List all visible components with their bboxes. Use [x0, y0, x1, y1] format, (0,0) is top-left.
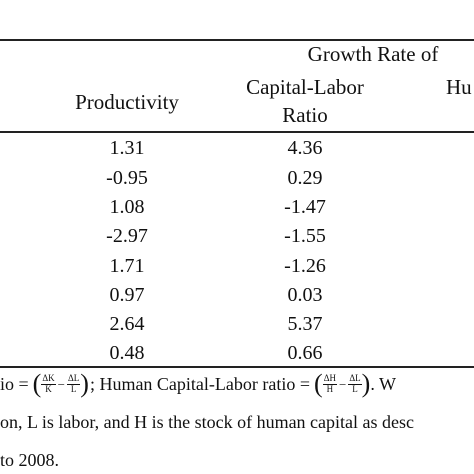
left-paren: (	[32, 369, 42, 398]
cell-productivity: -2.97	[106, 225, 148, 247]
right-paren: )	[80, 369, 89, 398]
minus-sign: −	[57, 376, 65, 392]
note-suffix: . W	[370, 374, 396, 394]
cell-capital-labor: -1.26	[284, 255, 326, 277]
capital-labor-formula: ( ΔK K − ΔL L )	[33, 371, 89, 397]
cell-capital-labor: 0.66	[287, 342, 323, 364]
cell-productivity: 1.71	[109, 255, 145, 277]
bottom-rule	[0, 366, 474, 368]
cell-productivity: 0.97	[109, 284, 145, 306]
fraction: ΔH H	[322, 373, 337, 394]
cell-capital-labor: 0.29	[287, 167, 323, 189]
note-line-2: on, L is labor, and H is the stock of hu…	[0, 412, 415, 432]
header-capital-labor-line2: Ratio	[282, 103, 328, 127]
minus-sign: −	[339, 376, 347, 392]
human-capital-labor-formula: ( ΔH H − ΔL L )	[314, 371, 370, 397]
cell-productivity: 0.48	[109, 342, 145, 364]
cell-productivity: 2.64	[109, 313, 145, 335]
header-human-capital-partial: Hu	[446, 75, 472, 99]
cell-capital-labor: 4.36	[287, 137, 323, 159]
cell-productivity: 1.31	[109, 137, 145, 159]
note-line-1: io = ( ΔK K − ΔL L ) ; Human Capital-Labor…	[0, 370, 396, 398]
top-rule	[0, 39, 474, 41]
cell-capital-labor: 5.37	[287, 313, 323, 335]
note-middle: ; Human Capital-Labor ratio =	[89, 374, 311, 394]
cell-capital-labor: -1.55	[284, 225, 326, 247]
right-paren: )	[361, 369, 371, 398]
cell-productivity: -0.95	[106, 167, 148, 189]
fraction: ΔK K	[41, 373, 56, 394]
cell-productivity: 1.08	[109, 196, 145, 218]
note-line-3: to 2008.	[0, 450, 60, 470]
header-productivity: Productivity	[75, 90, 179, 114]
fraction: ΔL L	[348, 373, 362, 394]
header-growth-rate-of: Growth Rate of	[307, 42, 439, 66]
left-paren: (	[314, 369, 323, 398]
fraction: ΔL L	[66, 373, 81, 394]
cell-capital-labor: 0.03	[287, 284, 323, 306]
header-capital-labor-line1: Capital-Labor	[246, 75, 364, 99]
header-rule	[0, 131, 474, 133]
note-prefix: io =	[0, 374, 29, 394]
cell-capital-labor: -1.47	[284, 196, 326, 218]
